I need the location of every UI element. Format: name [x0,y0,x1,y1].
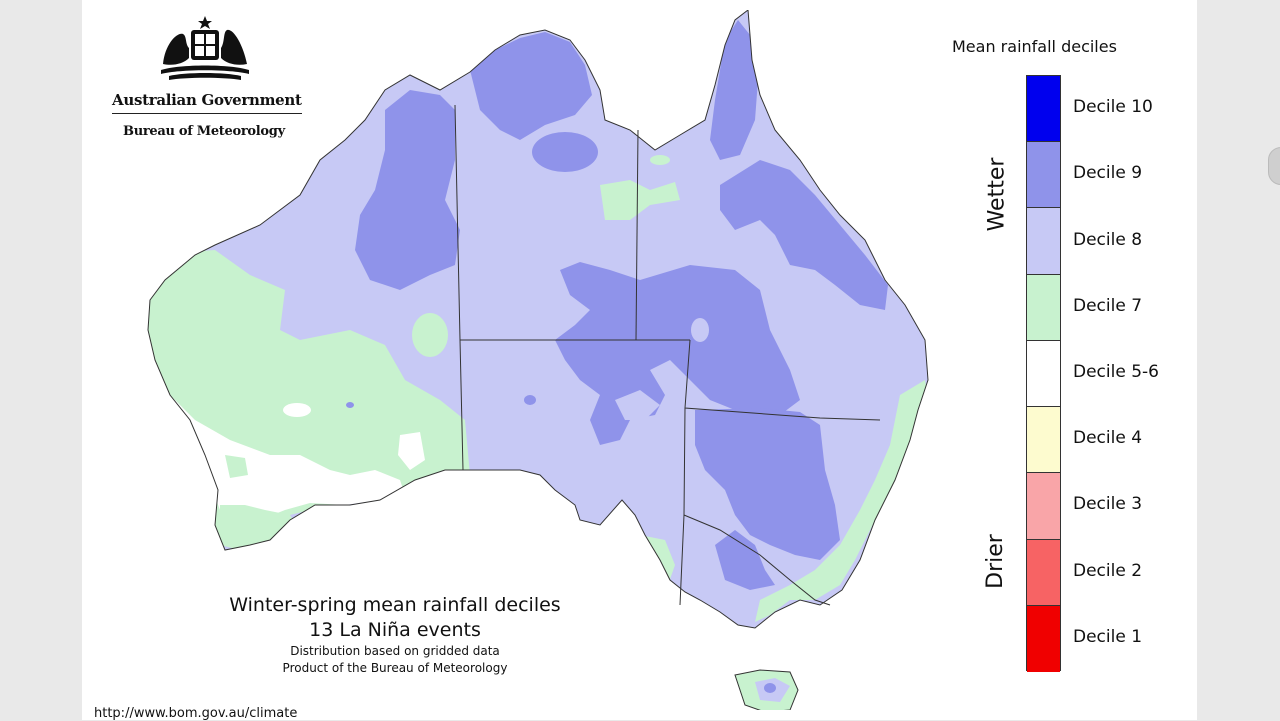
legend-swatch [1027,208,1060,275]
wetter-label: Wetter [984,157,1010,232]
map-subtitle: 13 La Niña events [309,619,481,641]
government-title: Australian Government [112,91,302,109]
australia-rainfall-map [147,10,929,710]
legend-label: Decile 8 [1073,229,1143,250]
legend-color-bar [1026,75,1061,672]
legend-swatch [1027,274,1060,341]
legend-swatch [1027,340,1060,408]
legend-swatch [1027,539,1060,606]
legend-label: Decile 1 [1073,626,1143,647]
legend-swatch [1027,407,1060,474]
legend-label: Decile 3 [1073,494,1143,515]
drier-label: Drier [982,534,1008,589]
legend-swatch [1027,142,1060,209]
legend-label: Decile 5-6 [1073,362,1159,382]
bureau-subtitle: Bureau of Meteorology [123,124,285,139]
legend-swatch [1027,473,1060,540]
legend-label: Decile 9 [1073,163,1143,184]
map-note-product: Product of the Bureau of Meteorology [282,661,508,675]
legend-label: Decile 7 [1073,295,1143,316]
source-url-link[interactable]: http://www.bom.gov.au/climate [94,706,298,721]
scroll-handle[interactable] [1268,147,1280,185]
legend-label: Decile 2 [1073,560,1143,581]
coat-of-arms-logo [161,16,249,80]
legend-label: Decile 10 [1073,97,1153,118]
legend-title: Mean rainfall deciles [952,37,1117,56]
legend-swatch [1027,605,1060,672]
legend-label: Decile 4 [1073,428,1143,449]
map-note-distribution: Distribution based on gridded data [290,644,500,658]
header-divider [112,113,302,114]
map-title: Winter-spring mean rainfall deciles [229,594,561,616]
legend-swatch [1027,76,1060,143]
